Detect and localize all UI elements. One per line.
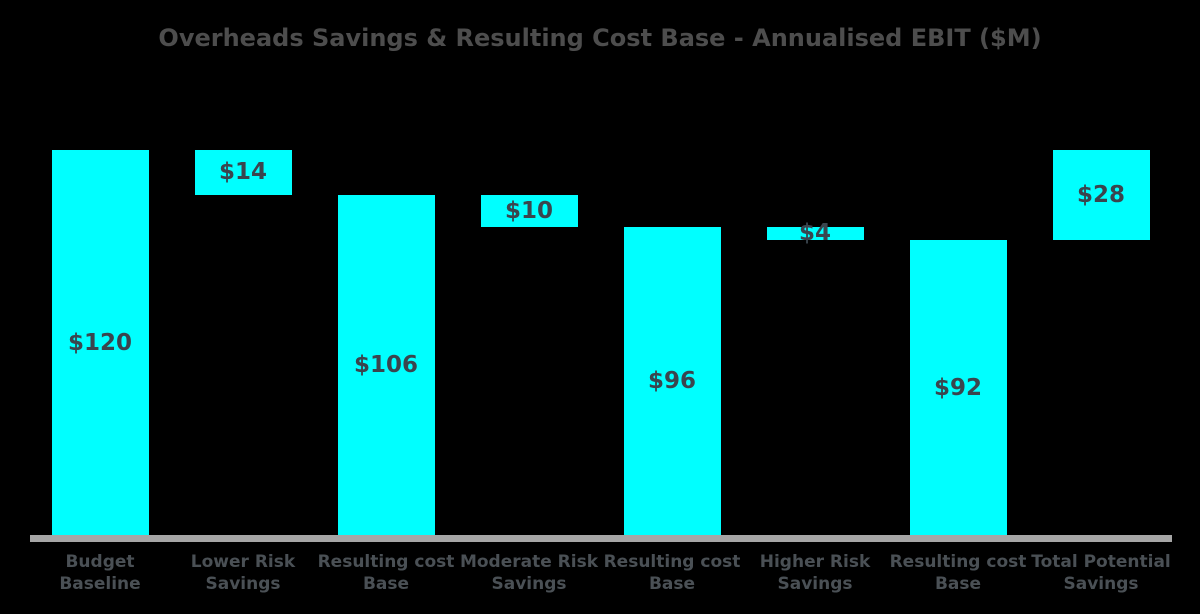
bar-value-label: $28: [1076, 181, 1125, 208]
waterfall-bar: $28: [1052, 150, 1150, 241]
category-label: Lower Risk Savings: [163, 551, 323, 595]
category-label: Moderate Risk Savings: [449, 551, 609, 595]
category-label-line: Higher Risk: [759, 552, 871, 572]
category-label: Total Potential Savings: [1021, 551, 1181, 595]
waterfall-bar: $106: [337, 195, 435, 536]
waterfall-bar: $92: [909, 240, 1007, 536]
waterfall-bar: $14: [194, 150, 292, 196]
chart-title: Overheads Savings & Resulting Cost Base …: [158, 24, 1042, 52]
category-label-line: Resulting cost: [889, 552, 1027, 572]
category-label-line: Savings: [777, 574, 853, 594]
bar-value-label: $106: [353, 352, 418, 378]
category-label-line: Savings: [1063, 574, 1139, 594]
waterfall-bar: $96: [623, 227, 721, 536]
bar-value-label: $10: [504, 197, 553, 224]
category-label-line: Savings: [205, 574, 281, 594]
bar-value-label: $96: [647, 368, 696, 395]
waterfall-bar: $10: [480, 195, 578, 228]
category-label-line: Budget: [65, 552, 135, 572]
bar-value-label: $14: [218, 159, 267, 186]
category-label: Budget Baseline: [20, 551, 180, 595]
bar-value-label: $120: [67, 329, 132, 356]
category-label-line: Lower Risk: [190, 552, 296, 572]
category-label-line: Savings: [491, 574, 567, 594]
waterfall-bar: $4: [766, 222, 864, 245]
bar-value-label: $92: [933, 374, 982, 401]
category-label-line: Base: [648, 574, 696, 594]
bar-value-label: $4: [798, 220, 831, 247]
category-label-line: Moderate Risk: [459, 552, 599, 572]
category-label-line: Base: [934, 574, 982, 594]
category-label-line: Base: [362, 574, 410, 594]
category-label: Resulting cost Base: [306, 551, 466, 595]
x-axis-line: [30, 535, 1172, 542]
category-label: Resulting cost Base: [878, 551, 1038, 595]
category-label: Resulting cost Base: [592, 551, 752, 595]
waterfall-bar: $120: [51, 150, 149, 536]
category-label-line: Resulting cost: [603, 552, 741, 572]
category-label-line: Baseline: [59, 574, 141, 594]
category-label-line: Total Potential: [1031, 552, 1171, 572]
category-label: Higher Risk Savings: [735, 551, 895, 595]
category-label-line: Resulting cost: [317, 552, 455, 572]
